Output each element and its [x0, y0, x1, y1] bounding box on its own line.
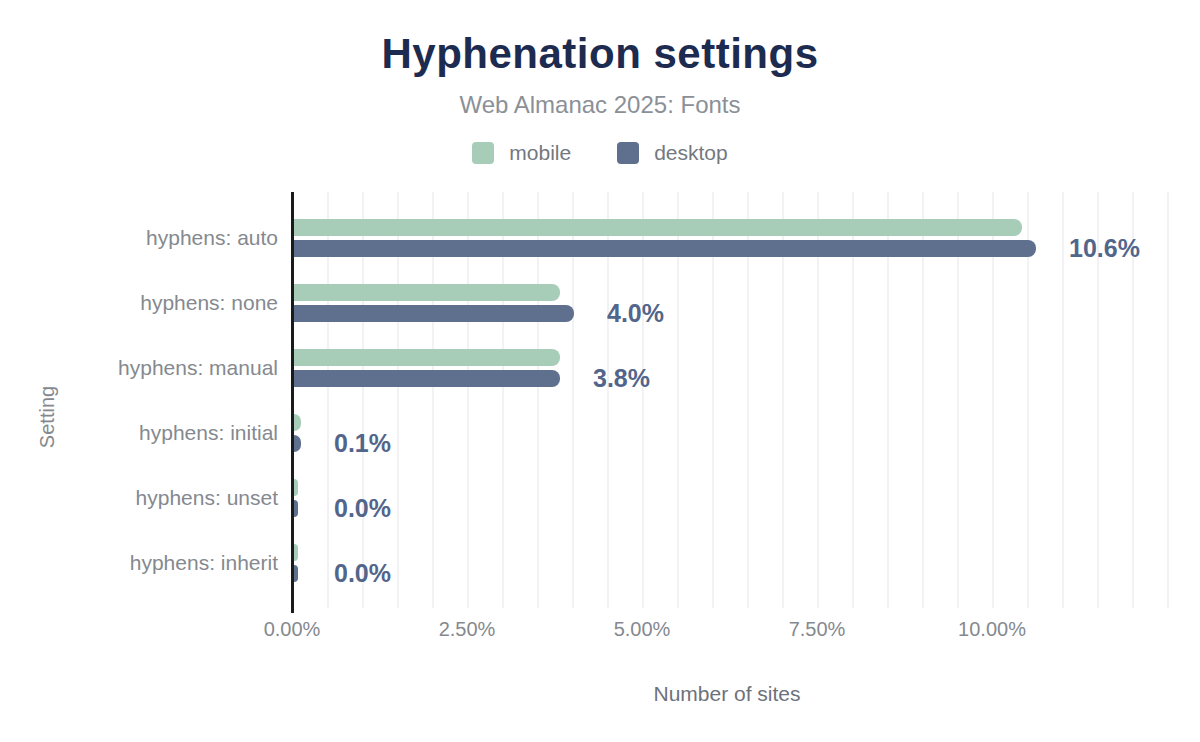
value-label: 0.1%: [334, 430, 391, 456]
mobile-bar: [294, 284, 560, 301]
category-label: hyphens: inherit: [0, 550, 278, 576]
x-axis-title: Number of sites: [0, 682, 1200, 706]
desktop-bar: [294, 305, 574, 322]
mobile-bar: [294, 349, 560, 366]
desktop-bar: [294, 565, 298, 582]
mobile-bar: [294, 219, 1022, 236]
value-label: 0.0%: [334, 560, 391, 586]
chart-container: Hyphenation settings Web Almanac 2025: F…: [0, 0, 1200, 742]
value-label: 4.0%: [607, 300, 664, 326]
value-label: 3.8%: [593, 365, 650, 391]
category-label: hyphens: manual: [0, 355, 278, 381]
plot-area: hyphens: auto 10.6% hyphens: none 4.0% hyphe…: [0, 0, 1200, 742]
x-tick-label: 2.50%: [397, 618, 537, 641]
mobile-bar: [294, 544, 298, 561]
x-tick-label: 0.00%: [222, 618, 362, 641]
x-tick-label: 10.00%: [922, 618, 1062, 641]
desktop-bar: [294, 435, 301, 452]
desktop-bar: [294, 240, 1036, 257]
category-label: hyphens: none: [0, 290, 278, 316]
category-label: hyphens: auto: [0, 225, 278, 251]
value-label: 10.6%: [1069, 235, 1140, 261]
value-label: 0.0%: [334, 495, 391, 521]
minor-gridline: [1062, 192, 1064, 608]
desktop-bar: [294, 500, 298, 517]
x-tick-label: 5.00%: [572, 618, 712, 641]
category-label: hyphens: unset: [0, 485, 278, 511]
mobile-bar: [294, 479, 298, 496]
desktop-bar: [294, 370, 560, 387]
y-axis-title: Setting: [36, 386, 59, 448]
mobile-bar: [294, 414, 301, 431]
x-tick-label: 7.50%: [747, 618, 887, 641]
minor-gridline: [1167, 192, 1169, 608]
